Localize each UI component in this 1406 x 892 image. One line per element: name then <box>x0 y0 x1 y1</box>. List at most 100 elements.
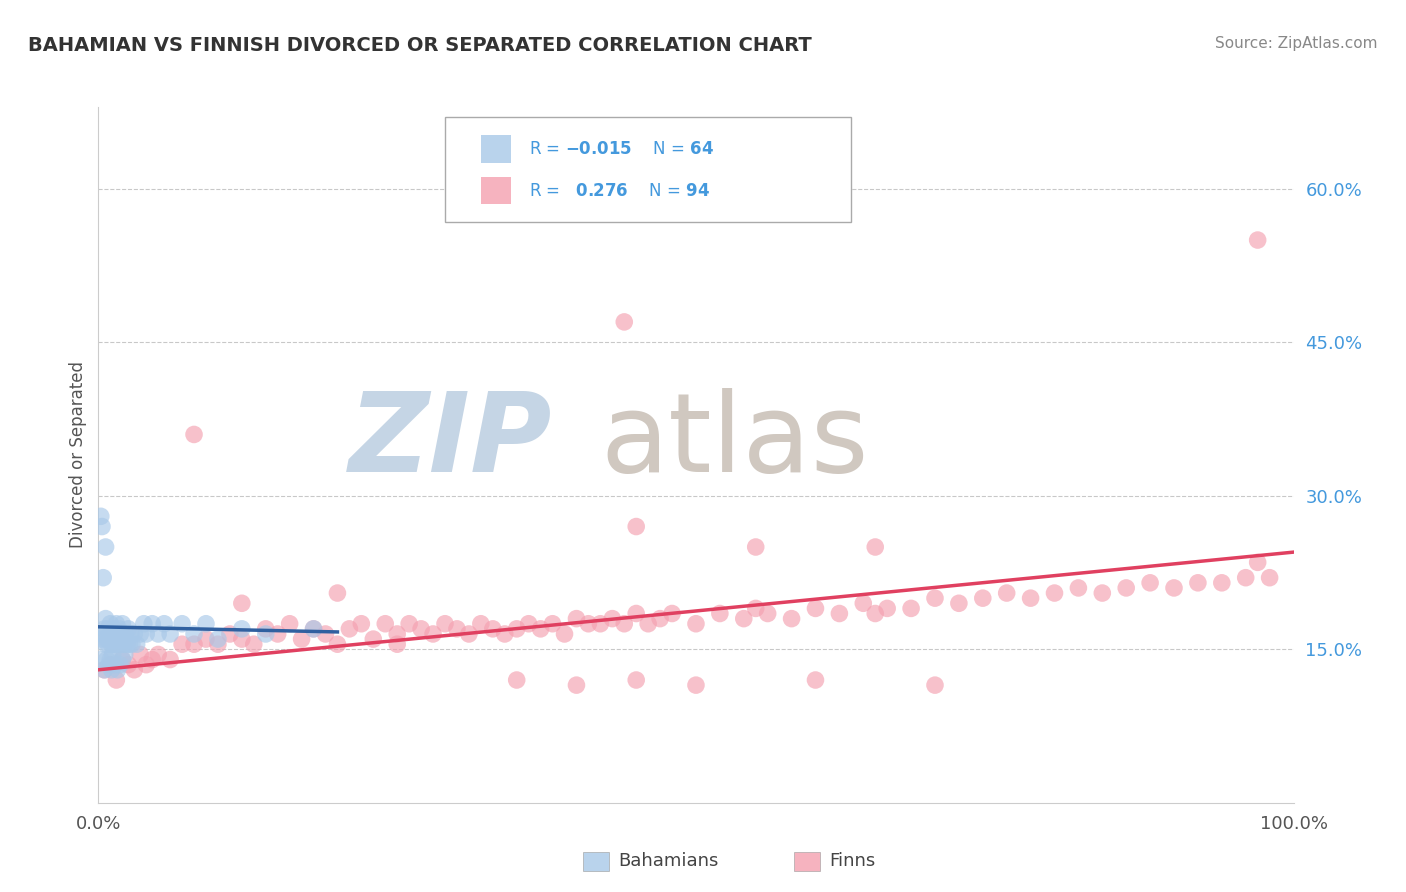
Point <box>398 616 420 631</box>
Point <box>96 632 118 646</box>
Point <box>118 637 141 651</box>
Point <box>852 596 875 610</box>
Point <box>103 637 125 651</box>
Point <box>865 607 887 621</box>
Point <box>685 616 707 631</box>
Point <box>183 427 205 442</box>
Point <box>494 627 516 641</box>
Point <box>231 622 253 636</box>
Point <box>1211 575 1233 590</box>
Point <box>865 540 887 554</box>
Point <box>745 601 768 615</box>
Point <box>195 616 218 631</box>
Point <box>231 596 253 610</box>
Point <box>602 612 624 626</box>
Point <box>541 616 564 631</box>
Point <box>111 652 134 666</box>
Point <box>97 622 120 636</box>
Point <box>115 632 138 646</box>
Point <box>107 627 129 641</box>
Point <box>637 616 659 631</box>
Point <box>91 571 114 585</box>
Point <box>385 637 409 651</box>
Point <box>626 673 648 687</box>
Point <box>1187 575 1209 590</box>
Point <box>107 637 129 651</box>
Point <box>129 627 152 641</box>
Point <box>231 632 253 646</box>
Point <box>117 622 139 636</box>
Point <box>148 627 170 641</box>
Point <box>434 616 457 631</box>
Point <box>96 652 118 666</box>
Text: Source: ZipAtlas.com: Source: ZipAtlas.com <box>1215 36 1378 51</box>
Point <box>804 673 827 687</box>
Point <box>709 607 731 621</box>
Point <box>98 657 121 672</box>
Point <box>685 678 707 692</box>
Point <box>94 612 117 626</box>
Point <box>135 657 157 672</box>
Point <box>125 637 148 651</box>
Point <box>446 622 468 636</box>
Point <box>207 637 229 651</box>
Point <box>578 616 600 631</box>
Point <box>124 627 146 641</box>
Point <box>195 632 218 646</box>
Point <box>756 607 779 621</box>
FancyBboxPatch shape <box>481 177 510 204</box>
Point <box>98 657 122 672</box>
Point <box>91 519 114 533</box>
Point <box>100 637 122 651</box>
Point <box>183 637 205 651</box>
Point <box>1247 555 1270 569</box>
Point <box>105 616 128 631</box>
Point <box>745 540 768 554</box>
Point <box>554 627 576 641</box>
Point <box>1258 571 1281 585</box>
Point <box>159 652 181 666</box>
Point <box>1067 581 1090 595</box>
Point <box>132 616 155 631</box>
Point <box>94 637 117 651</box>
Point <box>385 627 409 641</box>
Point <box>114 627 136 641</box>
Point <box>661 607 683 621</box>
Point <box>1163 581 1185 595</box>
Point <box>254 627 277 641</box>
Point <box>91 627 114 641</box>
Point <box>506 673 529 687</box>
Point <box>267 627 290 641</box>
Text: R =   $\mathbf{0.276}$    N = $\mathbf{94}$: R = $\mathbf{0.276}$ N = $\mathbf{94}$ <box>529 182 710 200</box>
Text: Finns: Finns <box>830 852 876 870</box>
Point <box>804 601 827 615</box>
Text: atlas: atlas <box>600 387 869 494</box>
Point <box>159 627 181 641</box>
Point <box>141 652 163 666</box>
Point <box>648 612 672 626</box>
Point <box>828 607 851 621</box>
Point <box>363 632 385 646</box>
Point <box>470 616 492 631</box>
Point <box>995 586 1018 600</box>
Point <box>948 596 970 610</box>
Point <box>411 622 433 636</box>
Point <box>613 315 636 329</box>
Point <box>115 637 138 651</box>
Point <box>101 632 124 646</box>
Point <box>107 622 129 636</box>
Point <box>98 627 122 641</box>
Point <box>613 616 636 631</box>
Point <box>924 591 946 606</box>
Point <box>93 663 115 677</box>
Point <box>104 632 127 646</box>
Point <box>291 632 314 646</box>
FancyBboxPatch shape <box>481 135 510 162</box>
Point <box>1019 591 1042 606</box>
Point <box>302 622 325 636</box>
Point <box>93 622 115 636</box>
Point <box>91 632 114 646</box>
Point <box>207 632 229 646</box>
Point <box>481 622 505 636</box>
Point <box>780 612 803 626</box>
